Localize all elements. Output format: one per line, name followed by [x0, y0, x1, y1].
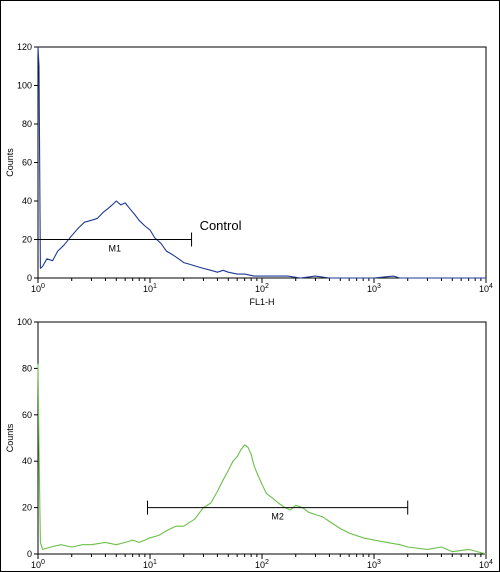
panel1-plot-frame — [37, 46, 487, 279]
panel1-xtick-label: 104 — [479, 283, 493, 294]
panel2-ytick-label: 80 — [22, 363, 32, 373]
panel1-annotation-control: Control — [200, 218, 242, 233]
panel2-ytick-label: 0 — [27, 549, 32, 559]
panel1-y-axis-label: Counts — [5, 148, 15, 177]
panel1-ytick-label: 20 — [22, 235, 32, 245]
panel2-plot-frame — [37, 321, 487, 555]
panel1-xtick-label: 100 — [31, 283, 45, 294]
panel2-xtick-label: 103 — [367, 559, 381, 570]
panel1-histogram-trace — [37, 46, 486, 279]
panel1-ytick-label: 120 — [17, 42, 32, 52]
panel2-ytick-label: 60 — [22, 410, 32, 420]
panel1-gate-m1-label: M1 — [109, 244, 122, 254]
panel2-xtick-label: 100 — [31, 559, 45, 570]
panel2-ytick-label: 40 — [22, 456, 32, 466]
panel2-xtick-label: 101 — [143, 559, 157, 570]
panel2-xtick-label: 104 — [479, 559, 493, 570]
panel1-x-axis-label: FL1-H — [249, 297, 274, 307]
panel2-ytick-label: 20 — [22, 503, 32, 513]
panel1-ytick-label: 100 — [17, 81, 32, 91]
panel1-xtick-label: 101 — [143, 283, 157, 294]
panel2-ytick-label: 100 — [17, 317, 32, 327]
panel2-gate-m2-label: M2 — [271, 512, 284, 522]
panel2-histogram-trace — [37, 363, 487, 555]
panel1-ytick-label: 40 — [22, 196, 32, 206]
panel1-ytick-label: 60 — [22, 158, 32, 168]
panel1-xtick-label: 103 — [367, 283, 381, 294]
panel2-xtick-label: 102 — [255, 559, 269, 570]
panel1-ytick-label: 80 — [22, 119, 32, 129]
panel1-xtick-label: 102 — [255, 283, 269, 294]
panel2-y-axis-label: Counts — [5, 423, 15, 452]
panel1-ytick-label: 0 — [27, 273, 32, 283]
